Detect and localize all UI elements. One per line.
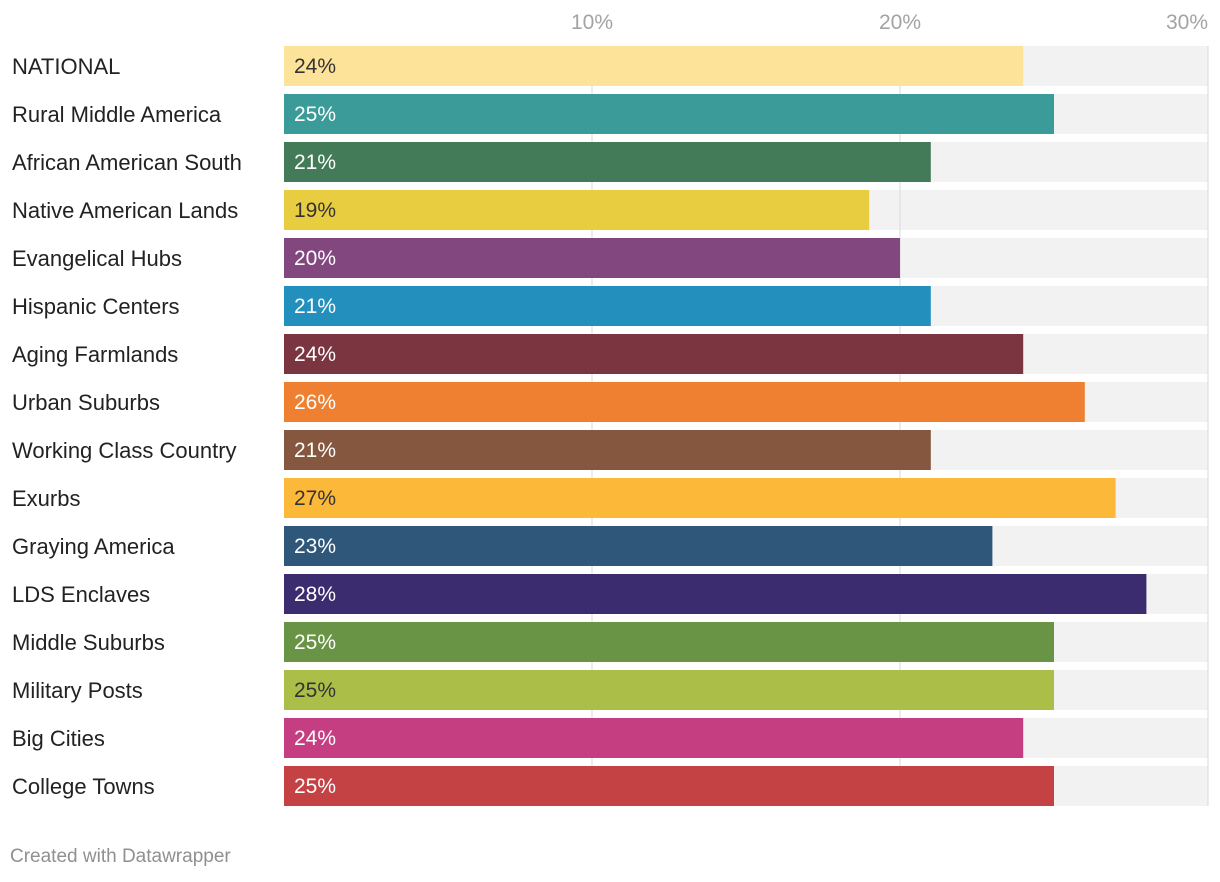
x-axis-ticks: 10% 20% 30% — [571, 11, 1208, 34]
bar — [284, 622, 1054, 662]
row-label: Hispanic Centers — [12, 294, 180, 319]
bar — [284, 190, 870, 230]
bar-value-label: 21% — [294, 151, 336, 174]
bar — [284, 238, 900, 278]
bar — [284, 718, 1024, 758]
bar-value-label: 24% — [294, 727, 336, 750]
bar-value-label: 19% — [294, 199, 336, 222]
x-tick-label: 20% — [879, 11, 921, 34]
bar — [284, 670, 1054, 710]
row-label: African American South — [12, 150, 242, 175]
bar-value-label: 25% — [294, 631, 336, 654]
bar — [284, 478, 1116, 518]
bar — [284, 142, 931, 182]
row-label: Middle Suburbs — [12, 630, 165, 655]
bar-value-label: 23% — [294, 535, 336, 558]
bar — [284, 382, 1085, 422]
row-label: NATIONAL — [12, 54, 120, 79]
x-tick-label: 10% — [571, 11, 613, 34]
row-label: College Towns — [12, 774, 155, 799]
row-label: Aging Farmlands — [12, 342, 178, 367]
bar-value-label: 28% — [294, 583, 336, 606]
x-tick-label: 30% — [1166, 11, 1208, 34]
bar — [284, 46, 1024, 86]
row-label: Rural Middle America — [12, 102, 222, 127]
bar — [284, 430, 931, 470]
row-label: Graying America — [12, 534, 175, 559]
bar — [284, 286, 931, 326]
row-label: Urban Suburbs — [12, 390, 160, 415]
row-label-layer: NATIONAL Rural Middle America African Amer… — [12, 54, 242, 799]
row-label: Military Posts — [12, 678, 143, 703]
bar-value-label: 25% — [294, 679, 336, 702]
bar-value-label: 24% — [294, 343, 336, 366]
bar — [284, 94, 1054, 134]
bar-value-label: 21% — [294, 439, 336, 462]
row-label: Big Cities — [12, 726, 105, 751]
row-label: Evangelical Hubs — [12, 246, 182, 271]
bar-value-label: 21% — [294, 295, 336, 318]
bar — [284, 766, 1054, 806]
row-label: Working Class Country — [12, 438, 237, 463]
bar — [284, 334, 1024, 374]
row-label: Exurbs — [12, 486, 80, 511]
bar-chart: 10% 20% 30% 24% 25% 21% 19% 20% 21% 24% 26% 21% 27%… — [12, 11, 1209, 806]
bar-value-label: 25% — [294, 103, 336, 126]
bar-value-label: 27% — [294, 487, 336, 510]
bar-value-label: 24% — [294, 55, 336, 78]
bar-value-label: 20% — [294, 247, 336, 270]
bar-value-label: 26% — [294, 391, 336, 414]
bar-value-label: 25% — [294, 775, 336, 798]
footer-credit: Created with Datawrapper — [10, 846, 231, 867]
bar — [284, 526, 993, 566]
bar-layer: 24% 25% 21% 19% 20% 21% 24% 26% 21% 27% 23% 28% 25% 2… — [284, 46, 1147, 806]
row-label: Native American Lands — [12, 198, 238, 223]
row-label: LDS Enclaves — [12, 582, 150, 607]
bar — [284, 574, 1147, 614]
